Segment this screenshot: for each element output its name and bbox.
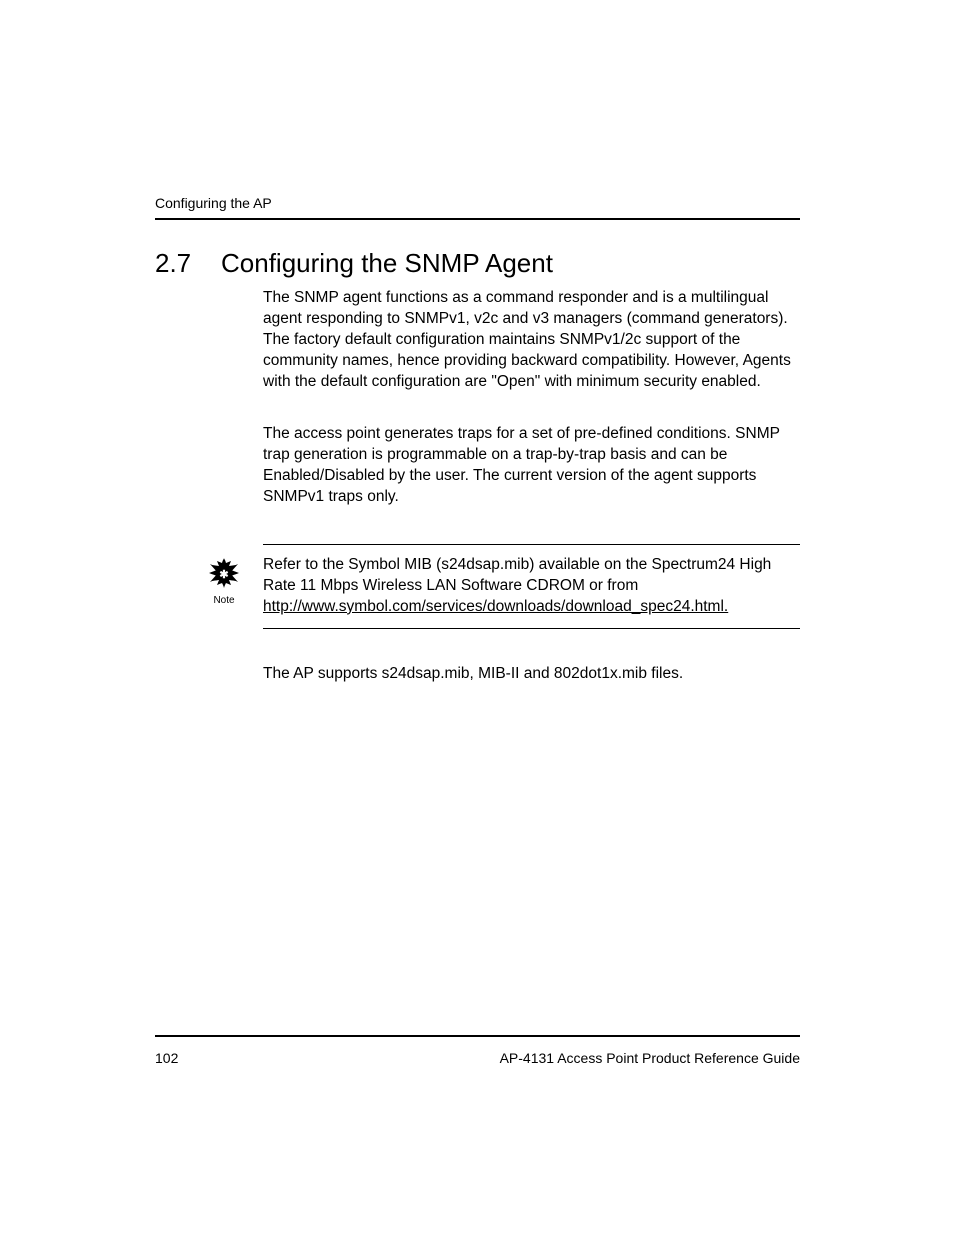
note-text-prefix: Refer to the Symbol MIB (s24dsap.mib) av… [263,556,771,594]
svg-text:✱: ✱ [219,569,228,581]
note-link[interactable]: http://www.symbol.com/services/downloads… [263,598,728,615]
section-number: 2.7 [155,248,221,279]
paragraph-3: The AP supports s24dsap.mib, MIB-II and … [263,664,800,685]
header-rule [155,218,800,220]
footer-rule [155,1035,800,1037]
section-title: Configuring the SNMP Agent [221,248,553,278]
section-heading: 2.7Configuring the SNMP Agent [155,248,553,279]
note-block: ✱ Note Refer to the Symbol MIB (s24dsap.… [200,544,800,629]
paragraph-2: The access point generates traps for a s… [263,424,800,508]
page: Configuring the AP 2.7Configuring the SN… [0,0,954,1235]
footer-page-number: 102 [155,1050,178,1066]
running-header: Configuring the AP [155,195,272,211]
footer-doc-title: AP-4131 Access Point Product Reference G… [500,1050,800,1066]
paragraph-1: The SNMP agent functions as a command re… [263,288,800,393]
note-text: Refer to the Symbol MIB (s24dsap.mib) av… [263,545,800,628]
note-icon-wrap: ✱ Note [200,558,248,606]
note-icon-label: Note [200,595,248,606]
note-asterisk-icon: ✱ [206,558,242,588]
note-bottom-rule [263,628,800,629]
